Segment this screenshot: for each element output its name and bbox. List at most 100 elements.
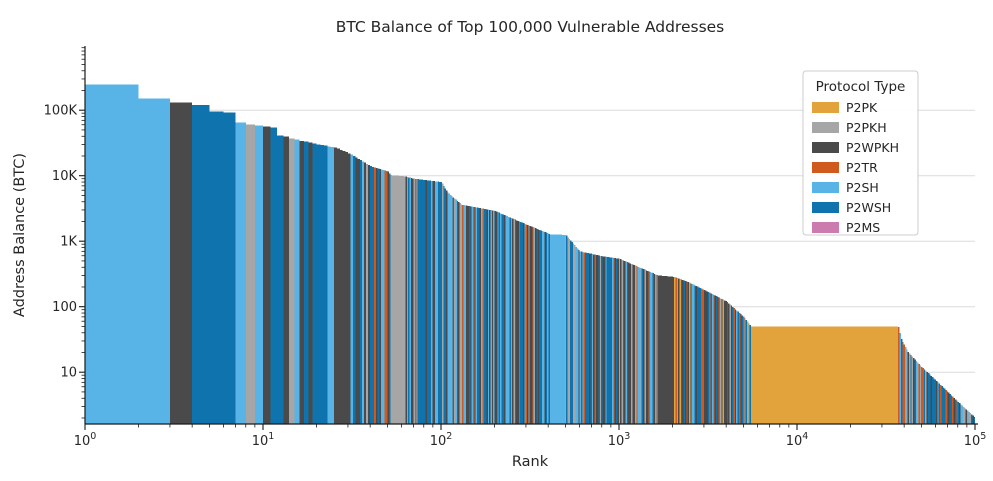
bar-P2WSH [370,166,373,424]
bar-P2PK [882,326,884,424]
bar-P2PKH [528,225,530,424]
bar-P2TR [462,204,464,424]
bar-P2WSH [601,256,603,424]
bar-P2WSH [934,379,937,424]
bar-P2TR [733,308,735,424]
bar-P2PK [761,326,764,424]
bar-P2PK [796,326,799,424]
bar-P2PK [880,326,883,424]
y-axis-label: Address Balance (BTC) [12,153,28,317]
bar-P2WSH [929,374,931,424]
bar-P2PK [791,326,793,424]
bar-P2WPKH [410,178,413,424]
bar-P2SH [235,122,246,424]
x-tick-label: 100 [74,431,97,449]
bar-P2WSH [509,217,511,424]
bar-P2WPKH [667,276,669,424]
bar-P2WPKH [687,282,689,424]
bar-P2SH [505,215,507,424]
bar-P2WPKH [632,264,634,424]
bar-P2WPKH [948,392,950,424]
bar-P2PK [845,326,847,424]
bar-P2WPKH [721,299,723,424]
y-tick-labels: 100K 10K 1K 100 10 [44,104,78,381]
bar-P2PK [813,326,815,424]
legend-swatch-p2pkh [812,122,839,133]
bar-P2PK [783,326,785,424]
bar-P2WSH [598,255,600,424]
bar-P2PKH [289,138,295,425]
bar-P2WSH [737,311,739,424]
bar-P2WPKH [734,309,737,424]
bar-P2PK [830,326,833,424]
bar-P2PKH [441,183,444,424]
bar-P2SH [691,283,694,424]
bar-P2WSH [606,256,608,424]
bar-P2WPKH [339,149,343,424]
bar-P2SH [563,234,565,424]
bar-P2WSH [697,286,699,424]
bar-P2PK [767,326,769,424]
bar-P2WSH [452,197,455,424]
bar-P2PK [896,326,899,424]
bar-P2WPKH [516,220,518,424]
bar-P2WPKH [953,397,955,424]
bar-P2PK [817,326,819,424]
bar-P2PK [795,326,797,424]
bar-P2TR [656,274,658,424]
bar-P2PK [895,326,897,424]
bar-P2WSH [931,377,934,424]
bar-P2PKH [911,356,914,424]
bar-P2WPKH [263,126,271,424]
bar-P2SH [508,216,510,424]
bar-P2PK [755,326,757,424]
bar-P2PKH [402,176,405,424]
bar-P2PKH [454,198,456,424]
bar-P2WPKH [617,258,619,424]
bar-P2SH [559,234,561,424]
bar-P2WPKH [714,295,716,424]
bar-P2WPKH [593,254,595,424]
bar-P2SH [431,180,433,424]
bar-P2PK [771,326,773,424]
bar-P2SH [639,267,641,424]
bar-P2WPKH [491,210,494,424]
bar-P2WPKH [620,259,622,424]
bar-P2PK [815,326,818,424]
bar-P2SH [612,257,614,424]
bar-P2WPKH [660,275,662,424]
bar-P2PK [868,326,870,424]
bar-P2WPKH [653,273,656,424]
bar-P2PK [894,326,896,424]
bar-P2TR [648,271,650,424]
x-tick-label: 101 [252,431,275,449]
bar-P2WPKH [504,215,506,424]
y-tick-label: 1K [60,235,77,250]
bar-P2WSH [323,145,328,425]
bar-P2PK [848,326,850,424]
bar-P2PK [865,326,868,424]
bar-P2SH [497,212,499,424]
bar-P2SH [560,234,563,424]
bar-P2PK [798,326,800,424]
bar-P2WSH [420,179,422,424]
x-tick-labels: 100 101 102 103 104 105 [74,431,987,449]
y-tick-label: 100 [52,300,77,315]
bar-P2WPKH [647,270,649,424]
bar-P2TR [742,316,745,424]
bar-P2PKH [969,413,972,424]
bar-P2WSH [973,416,975,424]
bar-P2SH [464,205,467,424]
bar-P2WPKH [526,224,529,424]
bar-P2WSH [270,127,278,424]
bar-P2WPKH [695,285,698,424]
bar-P2PKH [245,124,255,424]
bar-P2WSH [933,378,935,424]
bar-P2WSH [652,273,654,424]
bar-P2TR [472,206,475,424]
bar-P2SH [649,272,652,424]
bar-P2PK [822,326,824,424]
bar-P2TR [675,277,677,424]
legend-swatch-p2ms [812,222,839,233]
bar-P2PK [838,326,841,424]
